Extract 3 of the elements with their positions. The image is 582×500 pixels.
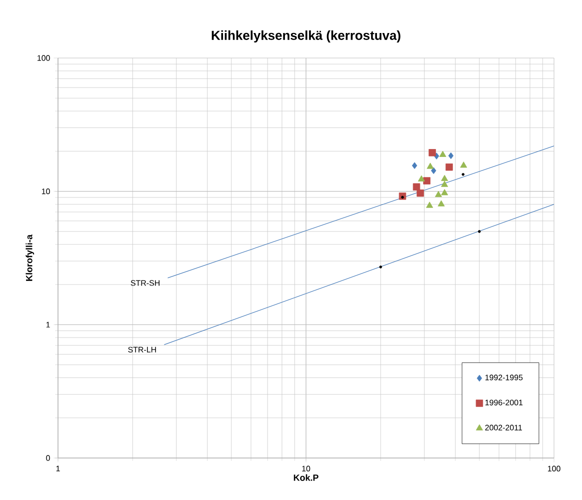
x-axis-title: Kok.P xyxy=(294,474,318,481)
chart-title: Kiihkelyksenselkä (kerrostuva) xyxy=(212,30,400,43)
y-axis-title: Klorofylli-a xyxy=(26,234,34,281)
